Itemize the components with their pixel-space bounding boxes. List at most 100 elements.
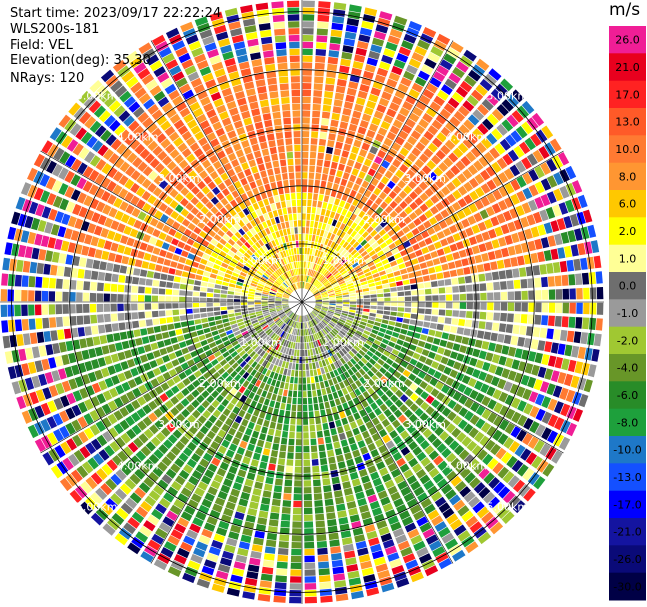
ray-gate — [388, 164, 398, 174]
ray-gate — [323, 327, 330, 334]
ray-gate — [329, 303, 336, 306]
ray-gate — [404, 336, 413, 343]
ray-gate — [327, 323, 334, 329]
ray-gate — [319, 251, 324, 258]
ray-gate — [191, 409, 201, 419]
ray-gate — [293, 283, 297, 290]
ray-gate — [331, 204, 338, 212]
ray-gate — [236, 446, 245, 456]
ray-gate — [253, 394, 260, 402]
ray-gate — [104, 115, 116, 127]
ray-gate — [541, 125, 554, 139]
ray-gate — [419, 262, 428, 269]
ray-gate — [328, 340, 334, 348]
ray-gate — [302, 391, 307, 398]
ray-gate — [291, 411, 296, 418]
ray-gate — [11, 349, 20, 363]
ray-gate — [371, 212, 379, 220]
ray-gate — [481, 511, 494, 524]
ray-gate — [222, 318, 229, 323]
ray-gate — [275, 231, 281, 238]
ray-gate — [228, 427, 237, 436]
ray-gate — [468, 236, 478, 246]
ray-gate — [278, 288, 285, 293]
ray-gate — [288, 249, 292, 256]
ray-gate — [40, 402, 51, 416]
ray-gate — [155, 527, 168, 539]
ray-gate — [494, 226, 504, 237]
ray-gate — [220, 389, 229, 398]
ray-gate — [527, 436, 539, 449]
ray-gate — [315, 296, 322, 299]
ray-gate — [324, 335, 330, 342]
ray-gate — [287, 207, 292, 214]
ray-gate — [339, 467, 348, 476]
ray-gate — [221, 140, 231, 149]
ray-gate — [105, 74, 119, 88]
ray-gate — [406, 364, 415, 372]
ray-gate — [117, 351, 126, 361]
ray-gate — [133, 219, 143, 229]
ray-gate — [418, 553, 432, 564]
ray-gate — [467, 133, 479, 145]
ray-gate — [318, 145, 326, 153]
ray-gate — [258, 365, 265, 373]
ray-gate — [367, 370, 375, 378]
ray-gate — [369, 332, 377, 339]
ray-gate — [202, 253, 210, 260]
ray-gate — [419, 136, 430, 147]
ray-gate — [325, 505, 335, 513]
ray-gate — [343, 297, 350, 300]
ray-gate — [167, 486, 179, 497]
ray-gate — [261, 293, 269, 297]
ray-gate — [108, 153, 120, 165]
ray-gate — [404, 522, 417, 533]
ray-gate — [516, 105, 530, 119]
ray-gate — [203, 271, 211, 277]
ray-gate — [321, 308, 328, 312]
ray-gate — [318, 138, 327, 146]
ray-gate — [163, 338, 172, 346]
ray-gate — [394, 380, 403, 388]
ray-gate — [552, 204, 562, 217]
ray-gate — [353, 265, 361, 271]
ray-gate — [274, 358, 280, 366]
ray-gate — [323, 216, 329, 224]
ray-gate — [302, 254, 304, 261]
ray-gate — [261, 404, 268, 413]
ray-gate — [490, 216, 500, 227]
ray-gate — [258, 280, 266, 286]
ray-gate — [104, 445, 115, 457]
ray-gate — [502, 210, 513, 222]
ray-gate — [344, 277, 352, 282]
ray-gate — [377, 250, 385, 257]
ray-gate — [387, 35, 401, 45]
ray-gate — [325, 77, 336, 85]
ray-gate — [334, 287, 341, 292]
ray-gate — [450, 326, 458, 334]
ray-gate — [459, 80, 473, 93]
ray-gate — [281, 396, 287, 404]
ray-gate — [380, 532, 393, 543]
ray-gate — [305, 363, 309, 370]
ray-gate — [286, 279, 291, 286]
ray-gate — [329, 296, 336, 299]
ray-gate — [201, 528, 213, 539]
ray-gate — [452, 415, 463, 426]
ray-gate — [532, 327, 541, 338]
ray-gate — [328, 307, 335, 311]
ray-gate — [196, 361, 204, 369]
ray-gate — [0, 304, 8, 317]
ray-gate — [398, 296, 405, 302]
ray-gate — [211, 330, 219, 336]
ray-gate — [433, 95, 445, 107]
ray-gate — [302, 28, 314, 35]
ray-gate — [333, 314, 340, 319]
ray-gate — [165, 27, 180, 39]
ray-gate — [461, 336, 470, 345]
ray-gate — [517, 464, 529, 477]
ray-gate — [55, 131, 68, 145]
ray-gate — [186, 291, 193, 296]
ray-gate — [58, 341, 67, 353]
ray-gate — [287, 369, 292, 376]
